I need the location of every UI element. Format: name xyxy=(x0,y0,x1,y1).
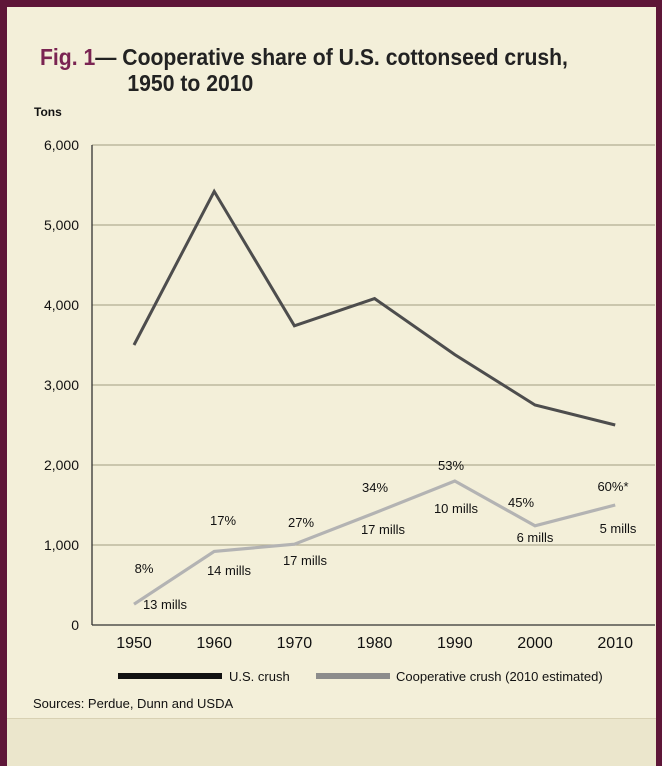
mill-count-label: 14 mills xyxy=(207,563,252,578)
x-tick-label: 1950 xyxy=(116,635,152,652)
percent-share-label: 8% xyxy=(135,561,154,576)
us-crush-line xyxy=(132,188,616,427)
x-tick-label: 1960 xyxy=(196,635,232,652)
x-tick-label: 2000 xyxy=(517,635,553,652)
percent-share-label: 60%* xyxy=(597,479,628,494)
percent-share-label: 27% xyxy=(288,515,314,530)
y-tick-label: 3,000 xyxy=(44,377,79,393)
mill-count-label: 13 mills xyxy=(143,597,188,612)
y-tick-label: 6,000 xyxy=(44,137,79,153)
legend-swatch-us-crush xyxy=(118,673,222,679)
legend-label: Cooperative crush (2010 estimated) xyxy=(396,669,603,684)
percent-share-label: 34% xyxy=(362,480,388,495)
mill-count-label: 17 mills xyxy=(361,522,406,537)
title-line-1: Fig. 1— Cooperative share of U.S. cotton… xyxy=(40,44,592,70)
percent-share-label: 53% xyxy=(438,458,464,473)
legend-label: U.S. crush xyxy=(229,669,290,684)
x-tick-label: 1970 xyxy=(277,635,313,652)
bottom-band xyxy=(7,718,656,766)
y-tick-label: 2,000 xyxy=(44,457,79,473)
axes: 0 1,000 2,000 3,000 4,000 5,000 6,000 Tons 1950 1… xyxy=(34,105,655,652)
y-tick-label: 5,000 xyxy=(44,217,79,233)
y-tick-label: 0 xyxy=(71,617,79,633)
legend-swatch-coop-crush xyxy=(316,673,390,679)
gridlines xyxy=(92,144,655,546)
sources-note: Sources: Perdue, Dunn and USDA xyxy=(33,696,234,711)
y-tick-label: 4,000 xyxy=(44,297,79,313)
y-tick-label: 1,000 xyxy=(44,537,79,553)
mill-count-label: 10 mills xyxy=(434,501,479,516)
x-tick-label: 1980 xyxy=(357,635,393,652)
series-lines xyxy=(132,188,616,606)
x-tick-label: 2010 xyxy=(597,635,633,652)
annotations: 8% 17% 27% 34% 53% 45% 60%* 13 mills 14 mills 17 … xyxy=(135,458,637,612)
mill-count-label: 17 mills xyxy=(283,553,328,568)
mill-count-label: 5 mills xyxy=(600,521,637,536)
mill-count-label: 6 mills xyxy=(517,530,554,545)
percent-share-label: 17% xyxy=(210,513,236,528)
chart-title: Fig. 1— Cooperative share of U.S. cotton… xyxy=(40,44,640,96)
title-line-2: 1950 to 2010 xyxy=(127,70,254,96)
x-tick-label: 1990 xyxy=(437,635,473,652)
figure-label: Fig. 1 xyxy=(40,44,96,70)
y-axis-label: Tons xyxy=(34,105,62,119)
title-text-1: — Cooperative share of U.S. cottonseed c… xyxy=(95,44,568,70)
legend: U.S. crush Cooperative crush (2010 estima… xyxy=(118,669,603,684)
percent-share-label: 45% xyxy=(508,495,534,510)
